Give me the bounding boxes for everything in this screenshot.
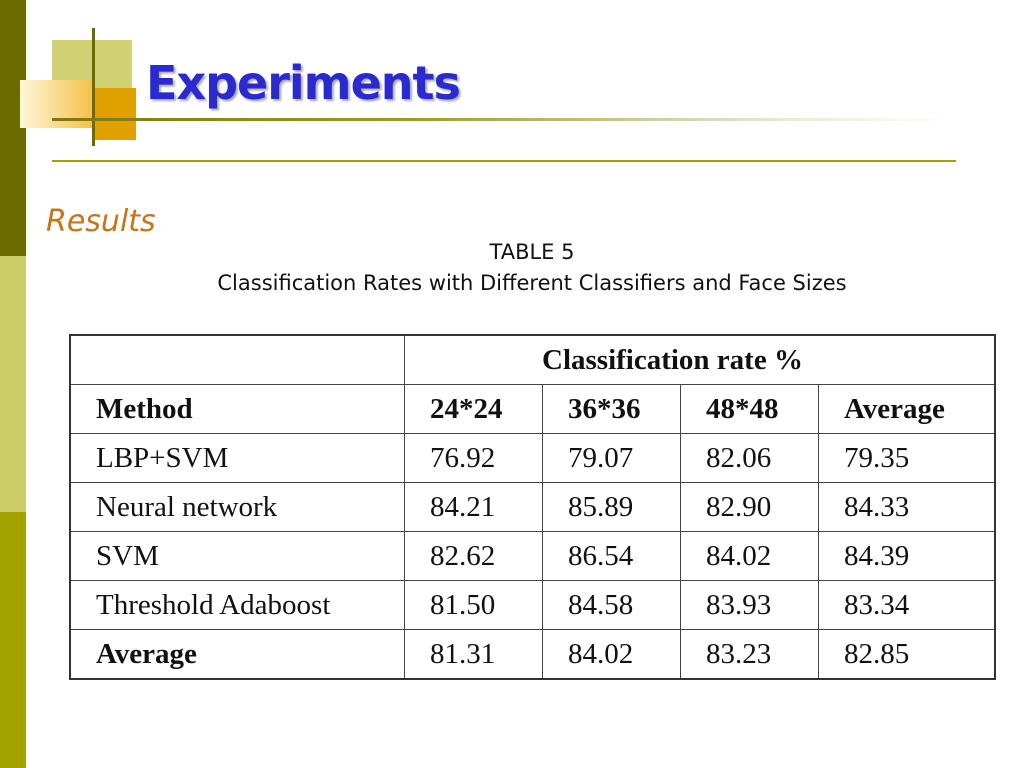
title-decoration-horizontal-line [52,118,952,121]
table-header-row: Method 24*24 36*36 48*48 Average [69,384,996,434]
table-average-row: Average 81.31 84.02 83.23 82.85 [69,629,996,680]
table-row: LBP+SVM 76.92 79.07 82.06 79.35 [69,433,996,483]
left-stripe-top [0,0,26,256]
row-value-cell: 79.07 [542,433,681,483]
slide-title: Experiments [146,56,461,110]
column-header-method: Method [69,384,405,434]
row-value-cell: 86.54 [542,531,681,581]
row-value-cell: 76.92 [404,433,543,483]
title-divider [52,160,956,162]
row-value-cell: 84.02 [542,629,681,680]
column-header-average: Average [818,384,996,434]
row-value-cell: 81.31 [404,629,543,680]
left-stripe-bottom [0,512,26,768]
row-value-cell: 84.02 [680,531,819,581]
row-method-cell: SVM [69,531,405,581]
row-value-cell: 81.50 [404,580,543,630]
table-row: Neural network 84.21 85.89 82.90 84.33 [69,482,996,532]
row-method-cell: Neural network [69,482,405,532]
row-value-cell: 84.33 [818,482,996,532]
row-value-cell: 82.62 [404,531,543,581]
row-value-cell: 84.39 [818,531,996,581]
row-value-cell: 82.90 [680,482,819,532]
table-empty-corner-cell [69,334,405,385]
table-row: SVM 82.62 86.54 84.02 84.39 [69,531,996,581]
row-method-cell: Threshold Adaboost [69,580,405,630]
left-stripe-middle [0,256,26,512]
row-value-cell: 82.06 [680,433,819,483]
table-group-header-row: Classification rate % [69,334,996,385]
column-header-36x36: 36*36 [542,384,681,434]
results-table: Classification rate % Method 24*24 36*36… [69,334,996,680]
group-header-cell: Classification rate % [404,334,996,385]
row-method-cell: LBP+SVM [69,433,405,483]
row-value-cell: 84.21 [404,482,543,532]
title-decoration-vertical-line [92,28,95,146]
section-subtitle: Results [46,204,156,239]
column-header-24x24: 24*24 [404,384,543,434]
table-caption-title: Classification Rates with Different Clas… [217,271,847,295]
row-value-cell: 83.34 [818,580,996,630]
row-value-cell: 82.85 [818,629,996,680]
title-decoration-orange-block [94,88,136,140]
row-value-cell: 79.35 [818,433,996,483]
table-row: Threshold Adaboost 81.50 84.58 83.93 83.… [69,580,996,630]
row-value-cell: 84.58 [542,580,681,630]
table-caption-number: TABLE 5 [489,240,575,264]
row-method-cell: Average [69,629,405,680]
row-value-cell: 83.23 [680,629,819,680]
row-value-cell: 85.89 [542,482,681,532]
row-value-cell: 83.93 [680,580,819,630]
column-header-48x48: 48*48 [680,384,819,434]
